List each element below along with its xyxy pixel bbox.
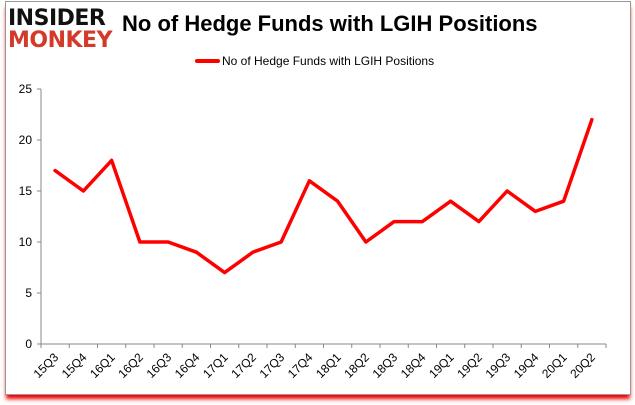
x-tick-label: 18Q3 [370,350,401,381]
y-tick-label: 25 [19,82,33,96]
data-point [590,118,594,122]
legend-swatch [195,59,220,63]
y-tick-label: 5 [25,286,32,300]
x-tick-label: 16Q3 [144,350,175,381]
x-tick-label: 18Q2 [341,350,372,381]
data-point [53,169,57,173]
x-tick-label: 15Q3 [31,350,62,381]
x-tick-label: 19Q1 [426,350,457,381]
logo-line-2: MONKEY [8,28,113,53]
data-point [81,189,85,193]
data-point [562,199,566,203]
x-tick-label: 17Q4 [285,350,316,381]
y-tick-label: 0 [25,337,32,351]
series-line [53,117,594,275]
x-tick-label: 17Q2 [228,350,259,381]
data-point [251,250,255,254]
y-tick-label: 15 [19,184,33,198]
y-tick-label: 10 [19,235,33,249]
x-tick-label: 19Q4 [511,350,542,381]
data-point [505,189,509,193]
data-point [223,271,227,275]
x-tick-label: 17Q1 [200,350,231,381]
x-tick-label: 17Q3 [257,350,288,381]
data-point [477,220,481,224]
data-point [194,250,198,254]
data-point [449,199,453,203]
legend-label: No of Hedge Funds with LGIH Positions [222,54,435,68]
x-tick-label: 19Q2 [454,350,485,381]
data-point [392,220,396,224]
x-tick-label: 20Q1 [539,350,570,381]
x-tick-label: 20Q2 [567,350,598,381]
chart-title: No of Hedge Funds with LGIH Positions [122,11,538,36]
chart-frame [5,1,631,395]
data-point [364,240,368,244]
x-tick-label: 16Q1 [87,350,118,381]
data-point [307,179,311,183]
insider-monkey-logo: INSIDER MONKEY [8,8,118,54]
data-point [420,220,424,224]
x-tick-label: 18Q1 [313,350,344,381]
data-point [110,158,114,162]
x-tick-label: 18Q4 [398,350,429,381]
x-tick-label: 15Q4 [59,350,90,381]
data-point [533,209,537,213]
data-point [336,199,340,203]
logo-line-1: INSIDER [8,6,106,31]
legend: No of Hedge Funds with LGIH Positions [195,54,434,68]
data-point [279,240,283,244]
x-tick-label: 19Q3 [483,350,514,381]
y-tick-label: 20 [19,133,33,147]
x-tick-label: 16Q2 [115,350,146,381]
data-point [166,240,170,244]
x-tick-label: 16Q4 [172,350,203,381]
data-point [138,240,142,244]
